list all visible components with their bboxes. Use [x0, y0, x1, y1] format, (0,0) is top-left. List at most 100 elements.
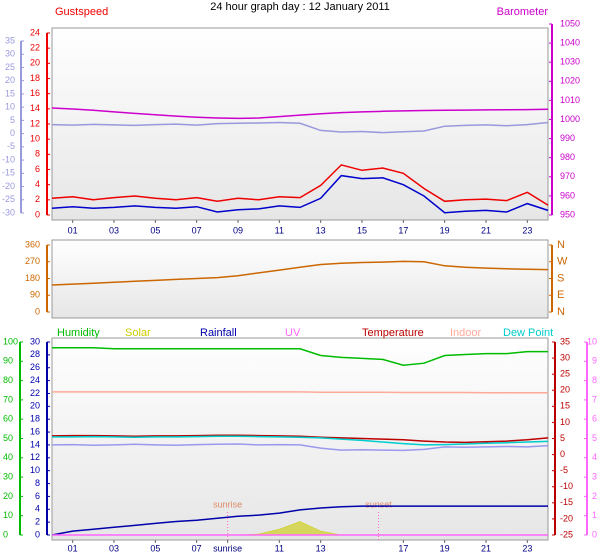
- y-tick-label: 0: [10, 128, 15, 138]
- y-tick-label: N: [557, 239, 565, 251]
- x-tick-label: 19: [440, 543, 450, 553]
- y-tick-label: 30: [560, 352, 570, 362]
- x-tick-label: 11: [275, 543, 284, 553]
- y-tick-label: 1040: [560, 37, 580, 47]
- y-tick-label: 8: [592, 375, 597, 385]
- y-tick-label: 16: [30, 426, 40, 436]
- legend-entry: Rainfall: [200, 327, 237, 339]
- y-tick-label: 960: [560, 190, 575, 200]
- y-tick-label: 18: [30, 414, 40, 424]
- y-tick-label: 70: [3, 394, 13, 404]
- y-tick-label: 25: [5, 62, 15, 72]
- x-tick-label: sunrise: [213, 543, 242, 553]
- series-line: [51, 121, 549, 134]
- y-tick-label: 1010: [560, 95, 580, 105]
- legend-entry: Temperature: [362, 327, 424, 339]
- y-tick-label: -30: [2, 207, 15, 217]
- y-tick-label: 180: [25, 273, 40, 283]
- x-tick-label: 03: [109, 543, 119, 553]
- x-tick-label: 09: [233, 225, 243, 235]
- y-tick-label: 60: [3, 414, 13, 424]
- y-tick-label: 360: [25, 239, 40, 249]
- y-tick-label: 5: [592, 433, 597, 443]
- legend-entry: Barometer: [497, 6, 549, 18]
- chart-title: 24 hour graph day : 12 January 2011: [210, 1, 390, 13]
- y-tick-label: -20: [560, 513, 573, 523]
- y-tick-label: 20: [3, 491, 13, 501]
- y-tick-label: 30: [30, 336, 40, 346]
- y-tick-label: 4: [35, 504, 40, 514]
- x-tick-label: 17: [398, 225, 408, 235]
- y-tick-label: 1: [592, 510, 597, 520]
- x-tick-label: 07: [192, 225, 202, 235]
- y-tick-label: 10: [30, 134, 40, 144]
- legend-entry: UV: [285, 327, 301, 339]
- x-tick-label: 19: [440, 225, 450, 235]
- x-tick-label: 11: [275, 225, 284, 235]
- y-tick-label: 270: [25, 256, 40, 266]
- x-tick-label: 21: [481, 225, 491, 235]
- y-tick-label: -5: [7, 141, 15, 151]
- y-tick-label: 12: [30, 452, 40, 462]
- series-line: [51, 505, 548, 536]
- y-tick-label: -5: [560, 465, 568, 475]
- y-tick-label: -25: [560, 529, 573, 539]
- y-tick-label: E: [557, 289, 564, 301]
- y-tick-label: 24: [30, 27, 40, 37]
- x-tick-label: 15: [357, 225, 367, 235]
- y-tick-label: 1030: [560, 57, 580, 67]
- x-tick-label: 13: [316, 543, 326, 553]
- y-tick-label: -10: [2, 154, 15, 164]
- y-tick-label: 8: [35, 478, 40, 488]
- y-tick-label: 10: [5, 102, 15, 112]
- y-tick-label: -20: [2, 181, 15, 191]
- y-tick-label: 100: [3, 336, 18, 346]
- y-tick-label: 12: [30, 118, 40, 128]
- y-tick-label: 35: [5, 35, 15, 45]
- y-tick-label: 14: [30, 439, 40, 449]
- y-tick-label: 10: [30, 465, 40, 475]
- y-tick-label: 0: [35, 306, 40, 316]
- y-tick-label: 1020: [560, 76, 580, 86]
- y-tick-label: 6: [592, 414, 597, 424]
- y-tick-label: N: [557, 306, 565, 318]
- y-tick-label: 20: [5, 75, 15, 85]
- y-tick-label: 2: [35, 517, 40, 527]
- y-tick-label: 30: [3, 471, 13, 481]
- y-tick-label: S: [557, 272, 564, 284]
- y-tick-label: 10: [3, 510, 13, 520]
- series-line: [51, 174, 549, 214]
- plot-frame: [51, 239, 549, 319]
- x-tick-label: 23: [522, 543, 532, 553]
- legend-entry: Dew Point: [503, 327, 553, 339]
- y-tick-label: 25: [560, 369, 570, 379]
- y-tick-label: 6: [35, 164, 40, 174]
- y-tick-label: 3: [592, 471, 597, 481]
- y-tick-label: 950: [560, 209, 575, 219]
- y-tick-label: 24: [30, 375, 40, 385]
- y-tick-label: 4: [592, 452, 597, 462]
- x-tick-label: 07: [192, 543, 202, 553]
- y-tick-label: 0: [35, 209, 40, 219]
- y-tick-label: 2: [592, 491, 597, 501]
- y-tick-label: 15: [560, 401, 570, 411]
- y-tick-label: 20: [560, 385, 570, 395]
- x-tick-label: 01: [68, 543, 78, 553]
- y-tick-label: 1050: [560, 18, 580, 28]
- series-line: [51, 164, 549, 206]
- y-tick-label: 0: [35, 529, 40, 539]
- series-line: [51, 443, 549, 452]
- y-tick-label: 80: [3, 375, 13, 385]
- y-tick-label: 50: [3, 433, 13, 443]
- y-tick-label: -15: [560, 497, 573, 507]
- series-line: [51, 260, 549, 286]
- y-tick-label: 0: [592, 529, 597, 539]
- series-line: [51, 434, 549, 444]
- x-tick-label: 21: [481, 543, 491, 553]
- y-tick-label: 10: [560, 417, 570, 427]
- y-tick-label: 18: [30, 73, 40, 83]
- y-tick-label: 28: [30, 349, 40, 359]
- x-tick-label: 05: [150, 225, 160, 235]
- x-tick-label: 03: [109, 225, 119, 235]
